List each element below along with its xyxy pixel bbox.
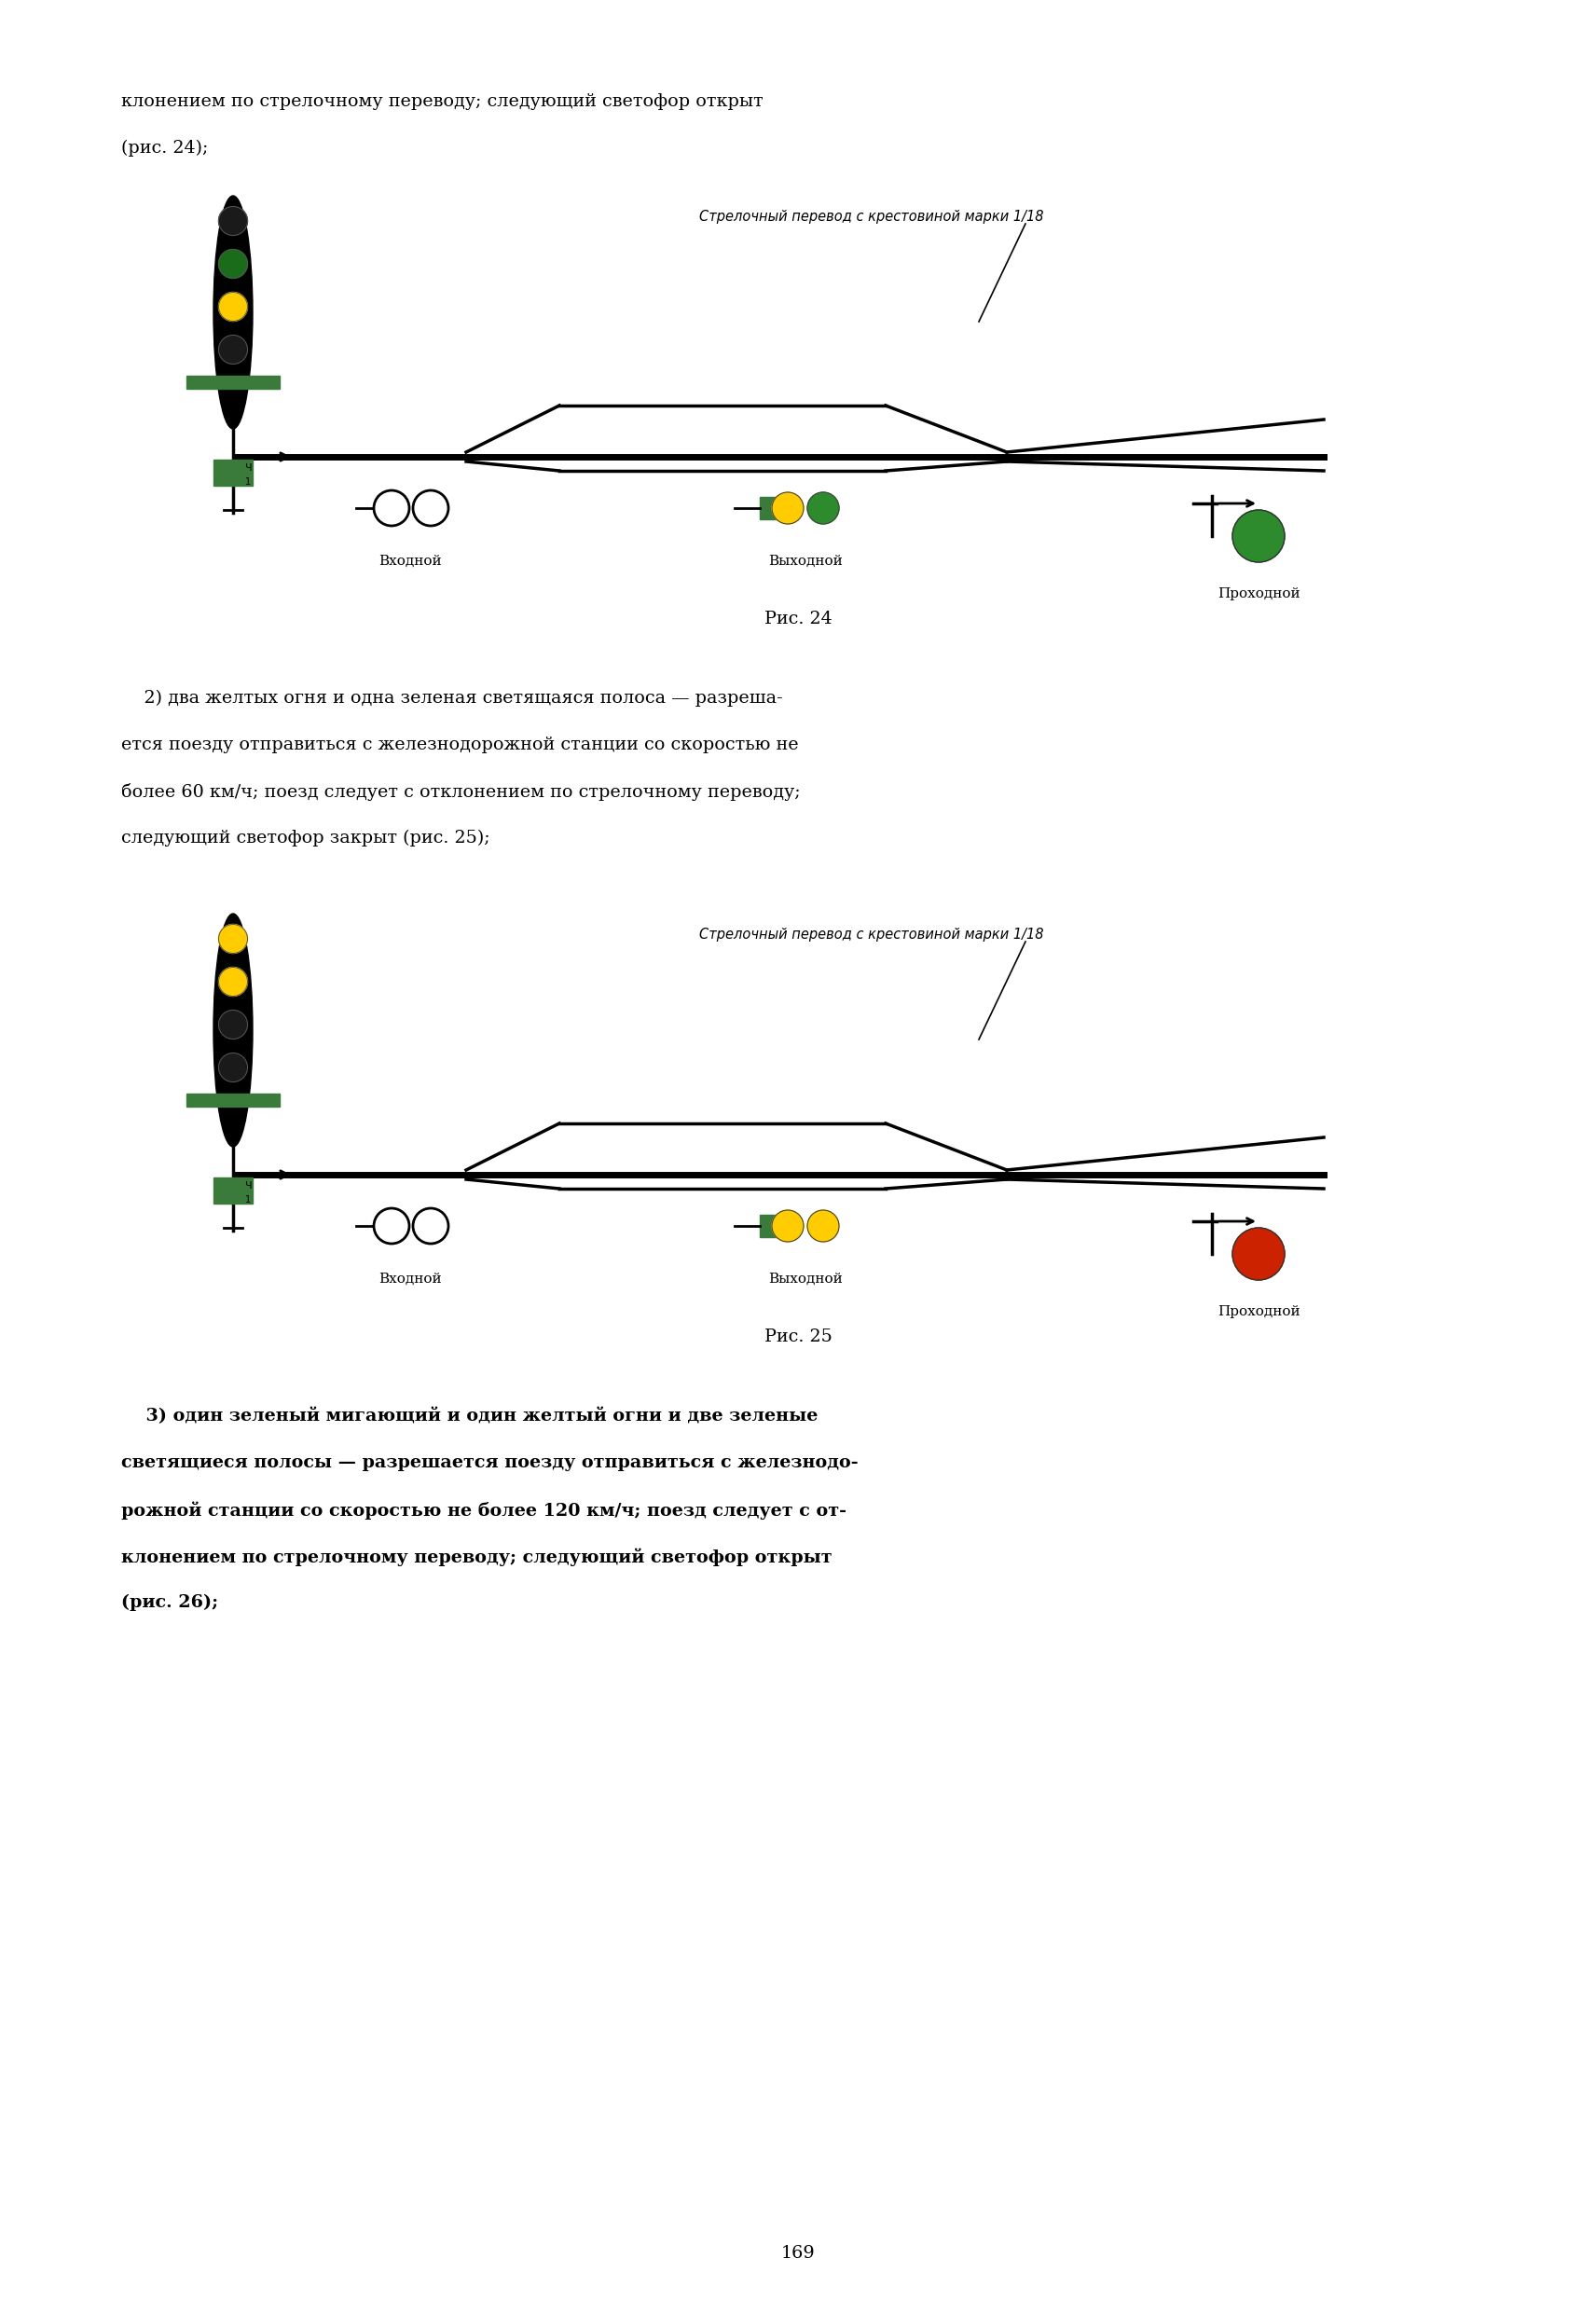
- Circle shape: [373, 490, 409, 525]
- Text: клонением по стрелочному переводу; следующий светофор открыт: клонением по стрелочному переводу; следу…: [121, 93, 763, 111]
- Text: 1: 1: [246, 476, 251, 486]
- Circle shape: [219, 335, 247, 363]
- Text: Стрелочный перевод с крестовиной марки 1/18: Стрелочный перевод с крестовиной марки 1…: [699, 928, 1044, 941]
- Circle shape: [808, 493, 839, 525]
- Bar: [187, 1094, 279, 1106]
- Circle shape: [373, 1207, 409, 1244]
- Bar: [187, 375, 279, 389]
- Text: Ч: Ч: [246, 1182, 252, 1191]
- Circle shape: [1232, 1228, 1285, 1279]
- Circle shape: [219, 291, 247, 322]
- Text: рожной станции со скоростью не более 120 км/ч; поезд следует с от-: рожной станции со скоростью не более 120…: [121, 1501, 846, 1520]
- Circle shape: [219, 925, 247, 953]
- Text: 1: 1: [246, 1196, 251, 1205]
- Text: Проходной: Проходной: [1218, 1305, 1299, 1318]
- Circle shape: [1232, 509, 1285, 562]
- Text: (рис. 24);: (рис. 24);: [121, 139, 207, 157]
- Text: следующий светофор закрыт (рис. 25);: следующий светофор закрыт (рис. 25);: [121, 830, 490, 847]
- Ellipse shape: [214, 197, 252, 428]
- Circle shape: [219, 1052, 247, 1082]
- Text: 3) один зеленый мигающий и один желтый огни и две зеленые: 3) один зеленый мигающий и один желтый о…: [121, 1409, 817, 1425]
- Text: 169: 169: [780, 2246, 816, 2262]
- Bar: [214, 1177, 252, 1203]
- Text: Выходной: Выходной: [768, 555, 843, 567]
- Text: (рис. 26);: (рис. 26);: [121, 1594, 219, 1612]
- Ellipse shape: [214, 914, 252, 1147]
- Bar: [760, 497, 785, 520]
- Bar: [214, 460, 252, 486]
- Bar: [760, 1214, 785, 1237]
- Circle shape: [219, 206, 247, 236]
- Circle shape: [413, 490, 448, 525]
- Text: Входной: Входной: [378, 555, 442, 567]
- Circle shape: [772, 1210, 804, 1242]
- Text: Входной: Входной: [378, 1272, 442, 1286]
- Text: Ч: Ч: [246, 463, 252, 472]
- Text: Стрелочный перевод с крестовиной марки 1/18: Стрелочный перевод с крестовиной марки 1…: [699, 210, 1044, 224]
- Text: Рис. 25: Рис. 25: [764, 1328, 832, 1346]
- Circle shape: [413, 1207, 448, 1244]
- Circle shape: [219, 250, 247, 278]
- Circle shape: [772, 493, 804, 525]
- Text: более 60 км/ч; поезд следует с отклонением по стрелочному переводу;: более 60 км/ч; поезд следует с отклонени…: [121, 784, 801, 800]
- Circle shape: [219, 967, 247, 997]
- Text: Рис. 24: Рис. 24: [764, 611, 832, 627]
- Text: клонением по стрелочному переводу; следующий светофор открыт: клонением по стрелочному переводу; следу…: [121, 1547, 832, 1566]
- Text: ется поезду отправиться с железнодорожной станции со скоростью не: ется поезду отправиться с железнодорожно…: [121, 736, 798, 754]
- Text: Проходной: Проходной: [1218, 588, 1299, 601]
- Text: светящиеся полосы — разрешается поезду отправиться с железнодо-: светящиеся полосы — разрешается поезду о…: [121, 1455, 859, 1471]
- Circle shape: [808, 1210, 839, 1242]
- Text: Выходной: Выходной: [768, 1272, 843, 1286]
- Text: 2) два желтых огня и одна зеленая светящаяся полоса — разреша-: 2) два желтых огня и одна зеленая светящ…: [121, 689, 782, 708]
- Circle shape: [219, 1011, 247, 1039]
